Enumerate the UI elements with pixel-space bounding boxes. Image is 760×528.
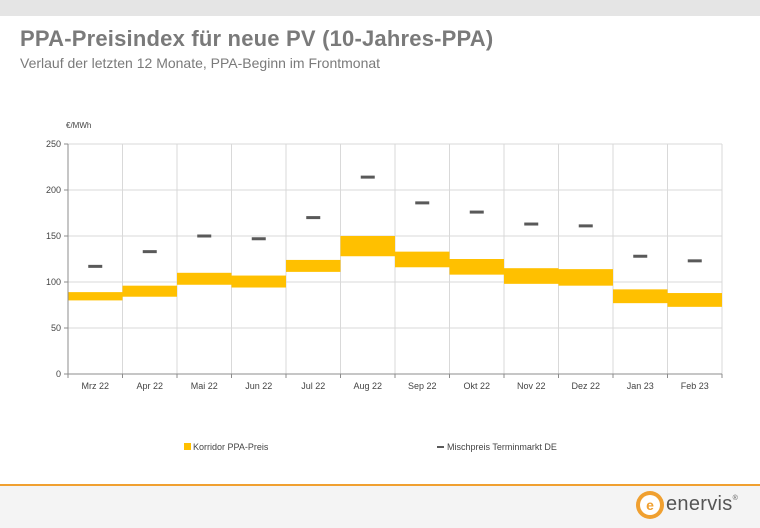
market-price-marker-4 bbox=[306, 216, 321, 220]
range-bar-7 bbox=[449, 259, 504, 275]
legend-label-marker: Mischpreis Terminmarkt DE bbox=[447, 442, 557, 452]
legend-label-range: Korridor PPA-Preis bbox=[193, 442, 269, 452]
market-price-marker-1 bbox=[142, 250, 157, 254]
x-tick-label-11: Feb 23 bbox=[681, 381, 709, 391]
y-unit-label: €/MWh bbox=[66, 121, 91, 130]
legend-swatch-marker bbox=[437, 446, 444, 448]
range-bar-2 bbox=[177, 272, 232, 285]
range-bar-8 bbox=[504, 268, 559, 284]
legend: Korridor PPA-Preis Mischpreis Terminmark… bbox=[184, 442, 557, 452]
range-bar-4 bbox=[286, 259, 341, 272]
market-price-marker-2 bbox=[197, 234, 212, 238]
enervis-logo-icon: e bbox=[636, 491, 664, 519]
market-price-marker-6 bbox=[415, 201, 430, 205]
x-tick-label-6: Sep 22 bbox=[408, 381, 437, 391]
market-price-marker-9 bbox=[578, 224, 593, 228]
range-bar-6 bbox=[395, 251, 450, 268]
x-tick-label-0: Mrz 22 bbox=[81, 381, 109, 391]
range-bar-5 bbox=[340, 236, 395, 257]
y-tick-label-2: 100 bbox=[46, 277, 61, 287]
market-price-marker-0 bbox=[88, 264, 103, 268]
top-band bbox=[0, 0, 760, 16]
y-tick-label-4: 200 bbox=[46, 185, 61, 195]
page-title: PPA-Preisindex für neue PV (10-Jahres-PP… bbox=[20, 26, 494, 51]
range-bar-0 bbox=[68, 292, 123, 301]
y-tick-label-1: 50 bbox=[51, 323, 61, 333]
market-price-marker-7 bbox=[469, 210, 484, 214]
market-price-marker-5 bbox=[360, 175, 375, 179]
y-tick-label-0: 0 bbox=[56, 369, 61, 379]
y-tick-label-5: 250 bbox=[46, 139, 61, 149]
market-price-marker-8 bbox=[524, 222, 539, 226]
range-bar-1 bbox=[122, 285, 177, 297]
axes: 0 50 100 150 200 250 Mrz 22 Apr 22 Mai 22 Jun 22 J… bbox=[46, 139, 723, 391]
footer-band bbox=[0, 484, 760, 528]
range-bar-10 bbox=[613, 289, 668, 304]
range-bar-9 bbox=[558, 269, 613, 286]
range-bars bbox=[68, 236, 722, 307]
x-tick-label-10: Jan 23 bbox=[627, 381, 654, 391]
market-price-marker-11 bbox=[687, 259, 702, 263]
x-tick-label-2: Mai 22 bbox=[191, 381, 218, 391]
x-tick-label-3: Jun 22 bbox=[245, 381, 272, 391]
y-tick-label-3: 150 bbox=[46, 231, 61, 241]
legend-swatch-range bbox=[184, 443, 191, 450]
range-bar-11 bbox=[667, 293, 722, 307]
x-tick-label-4: Jul 22 bbox=[301, 381, 325, 391]
x-tick-label-9: Dez 22 bbox=[571, 381, 600, 391]
range-bar-3 bbox=[231, 275, 286, 288]
enervis-logo: e enervis® bbox=[634, 487, 746, 523]
ppa-price-chart: €/MWh 0 50 100 150 200 250 Mrz 22 Apr 22 Mai 22 J… bbox=[46, 121, 723, 452]
market-price-markers bbox=[88, 175, 702, 268]
market-price-marker-3 bbox=[251, 237, 266, 241]
x-tick-label-8: Nov 22 bbox=[517, 381, 546, 391]
market-price-marker-10 bbox=[633, 254, 648, 258]
page-subtitle: Verlauf der letzten 12 Monate, PPA-Begin… bbox=[20, 55, 381, 71]
x-tick-label-1: Apr 22 bbox=[136, 381, 163, 391]
grid bbox=[68, 143, 723, 374]
x-tick-label-7: Okt 22 bbox=[463, 381, 490, 391]
enervis-wordmark: enervis® bbox=[666, 493, 739, 515]
svg-text:e: e bbox=[646, 497, 654, 513]
x-tick-label-5: Aug 22 bbox=[353, 381, 382, 391]
